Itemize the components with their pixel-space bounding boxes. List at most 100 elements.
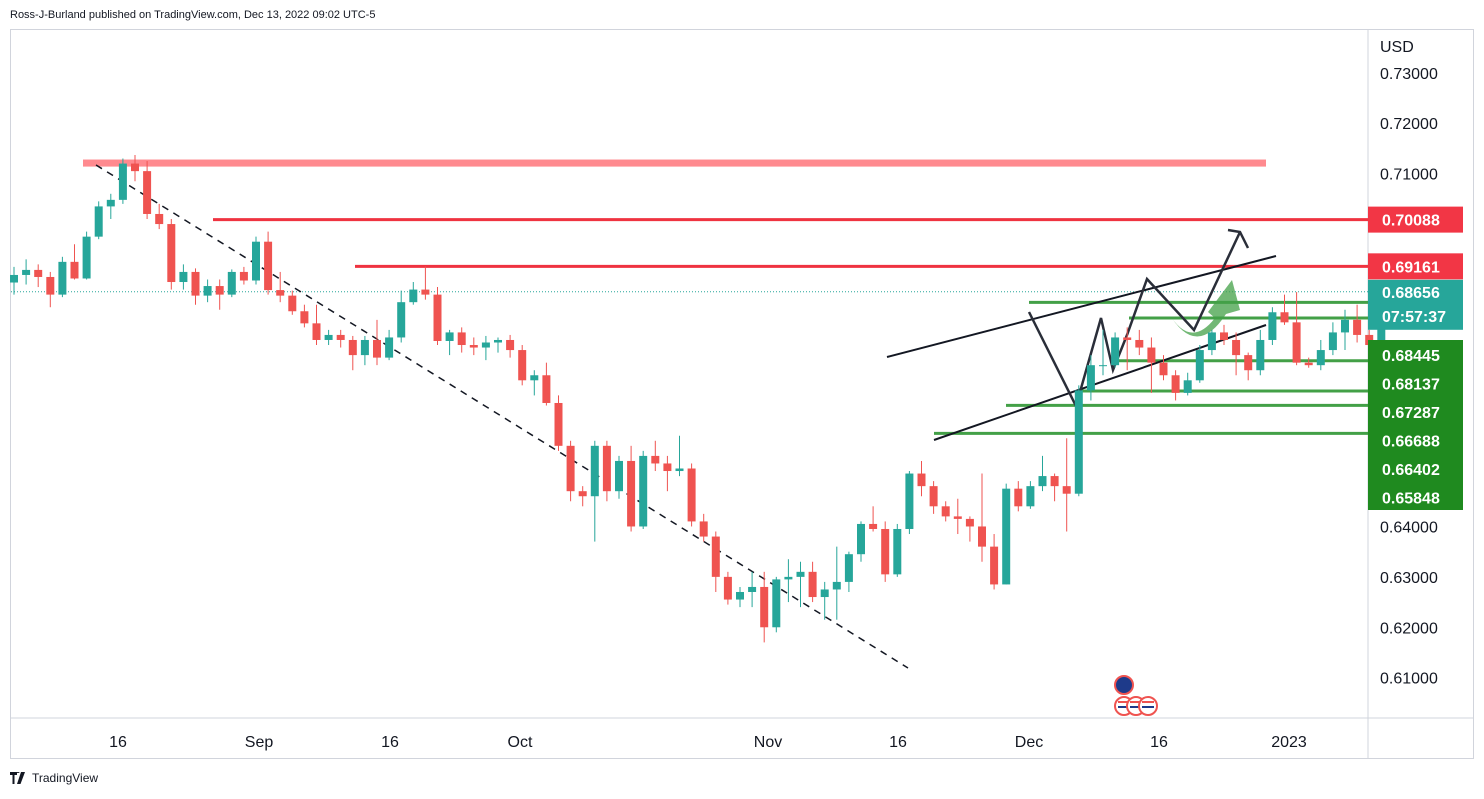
candle [239, 266, 248, 285]
us-flag-stripe [1130, 706, 1142, 708]
candle [397, 290, 406, 343]
candle [760, 571, 769, 643]
candle [869, 506, 878, 532]
channel-lower-line [933, 324, 1267, 441]
trendlines-layer [95, 164, 1277, 669]
candle [1256, 329, 1265, 376]
candle [336, 329, 345, 348]
candle [748, 571, 757, 608]
candle [385, 329, 394, 361]
candle-body [506, 339, 515, 351]
candle-body [857, 523, 865, 555]
support-price-tag: 0.67287 [1382, 405, 1440, 422]
candle-body [1171, 375, 1180, 393]
footer: TradingView [10, 771, 98, 785]
candle-body [1232, 339, 1241, 356]
candle [276, 271, 285, 303]
candle-body [409, 289, 418, 303]
candle [227, 269, 236, 298]
candle [1316, 339, 1325, 371]
candle [1086, 355, 1095, 401]
candle [457, 327, 466, 353]
candle [1062, 438, 1071, 532]
candle-body [1256, 339, 1265, 371]
candle-body [578, 491, 587, 497]
y-axis: USD 0.730000.720000.710000.640000.630000… [10, 30, 1474, 759]
candle [360, 335, 369, 366]
candle [167, 219, 176, 290]
candle [893, 523, 902, 577]
support-price-tag: 0.66688 [1382, 434, 1440, 451]
candle-body [481, 342, 490, 348]
candle-body [131, 163, 139, 172]
candle-body [1341, 319, 1349, 333]
candle [602, 440, 611, 502]
candle [590, 440, 599, 542]
candle [723, 571, 732, 605]
candle-body [70, 261, 79, 279]
candle [615, 455, 623, 499]
candle-body [1195, 350, 1204, 381]
y-tick-label: 0.63000 [1380, 570, 1438, 587]
candle [844, 551, 853, 592]
candle [929, 481, 938, 514]
candle [433, 287, 442, 346]
candle [687, 463, 696, 527]
candle [445, 329, 454, 356]
candle [1328, 322, 1337, 356]
candle [941, 501, 950, 522]
candle [736, 586, 744, 608]
candle-body [1086, 365, 1095, 391]
candle [348, 335, 357, 371]
candle-body [1220, 332, 1228, 340]
candle-body [1353, 319, 1362, 335]
candle [627, 445, 636, 532]
candle [46, 271, 55, 308]
candle-body [542, 375, 551, 403]
candle [288, 290, 297, 315]
candle-body [457, 332, 466, 346]
candle [990, 534, 999, 590]
candle [1220, 324, 1228, 346]
candle [1232, 332, 1241, 376]
x-tick-label: 16 [109, 734, 127, 751]
support-tags-bg [1368, 340, 1463, 510]
y-tick-label: 0.71000 [1380, 167, 1438, 184]
candle-body [239, 271, 248, 281]
candle-body [373, 339, 381, 358]
candle-body [252, 241, 260, 281]
support-price-tag: 0.65848 [1382, 491, 1440, 508]
candle [542, 362, 551, 406]
candle [820, 581, 829, 620]
x-tick-label: 16 [889, 734, 907, 751]
chart-frame [10, 29, 1474, 759]
candle-body [929, 486, 938, 507]
channel-upper-line [886, 255, 1277, 358]
candle-body [1123, 337, 1132, 340]
candle-body [917, 473, 926, 487]
y-tick-label: 0.72000 [1380, 116, 1438, 133]
candle [179, 264, 188, 290]
candle-body [844, 554, 853, 582]
candle [554, 395, 563, 451]
candle-body [615, 460, 623, 492]
candle [1074, 385, 1083, 497]
candle-body [469, 345, 478, 348]
candle [639, 450, 648, 529]
candle [1195, 345, 1204, 383]
candle-body [1328, 332, 1337, 351]
candle-body [953, 516, 962, 519]
candle [1280, 294, 1289, 325]
candle [1304, 357, 1313, 368]
candle-body [760, 586, 769, 628]
candle-body [94, 206, 103, 237]
candle [1147, 337, 1156, 393]
candle-body [336, 334, 345, 340]
y-tick-label: 0.73000 [1380, 66, 1438, 83]
candle-body [1147, 347, 1156, 363]
candle-body [590, 445, 599, 497]
candle-body [1268, 312, 1277, 340]
candle [917, 460, 926, 497]
candle-body [264, 241, 273, 291]
